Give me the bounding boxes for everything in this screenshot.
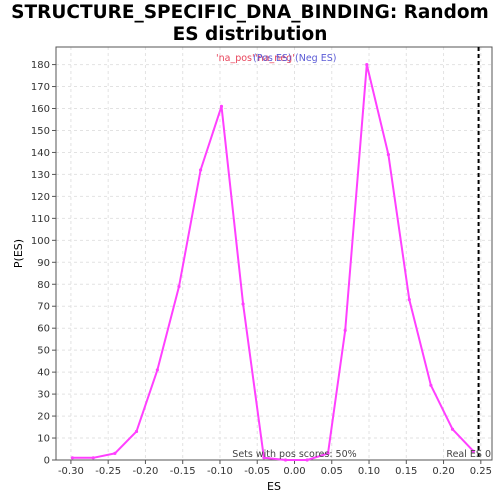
- data-point: [326, 451, 330, 456]
- x-tick-label: -0.10: [207, 466, 233, 477]
- x-tick-label: 0.00: [283, 466, 305, 477]
- y-tick-label: 20: [37, 412, 50, 423]
- data-point: [134, 429, 139, 434]
- y-tick-label: 50: [37, 346, 50, 357]
- x-tick-label: 0.20: [432, 466, 454, 477]
- y-tick-label: 160: [31, 104, 50, 115]
- y-tick-label: 170: [31, 82, 50, 93]
- y-axis-label: P(ES): [12, 239, 25, 268]
- annotations: Real ES 0 Sets with pos scores: 50%: [232, 47, 491, 460]
- y-tick-label: 70: [37, 302, 50, 313]
- data-point: [91, 456, 95, 460]
- data-point: [262, 456, 266, 460]
- legend: 'na_pos''na_neg'(Pos ES) (Neg ES): [216, 53, 336, 64]
- y-tick-label: 140: [31, 148, 50, 159]
- x-tick-label: -0.25: [95, 466, 121, 477]
- x-tick-label: 0.05: [321, 466, 343, 477]
- x-tick-label: -0.20: [132, 466, 158, 477]
- data-point: [177, 284, 181, 289]
- y-tick-label: 40: [37, 368, 50, 379]
- legend-entry: (Pos ES): [253, 53, 292, 64]
- x-axis-label: ES: [267, 480, 281, 493]
- data-point: [198, 168, 203, 172]
- y-tick-label: 90: [37, 258, 50, 269]
- plot-frame: [55, 46, 493, 461]
- data-point: [407, 298, 411, 302]
- data-point: [450, 427, 455, 431]
- y-tick-label: 110: [31, 214, 50, 225]
- real-es-label: Real ES 0: [446, 449, 491, 460]
- data-point: [386, 153, 391, 157]
- y-tick-label: 80: [37, 280, 50, 291]
- pos-scores-note: Sets with pos scores: 50%: [232, 449, 356, 460]
- data-point: [343, 328, 347, 332]
- data-point: [365, 62, 369, 67]
- y-tick-label: 30: [37, 390, 50, 401]
- data-point: [155, 368, 159, 372]
- y-tick-label: 120: [31, 192, 50, 203]
- legend-entry: 'na_pos': [216, 53, 255, 64]
- series-line: [72, 63, 475, 461]
- y-tick-label: 0: [44, 456, 50, 467]
- chart-title: STRUCTURE_SPECIFIC_DNA_BINDING: Random E…: [11, 2, 489, 45]
- data-point: [283, 458, 288, 462]
- series-layer: [70, 62, 475, 462]
- grid-layer: [56, 47, 492, 461]
- x-tick-label: -0.15: [170, 466, 196, 477]
- data-point: [113, 451, 117, 456]
- x-tick-label: 0.15: [395, 466, 417, 477]
- y-tick-label: 180: [31, 60, 50, 71]
- y-tick-label: 130: [31, 170, 50, 181]
- x-tick-label: 0.10: [358, 466, 380, 477]
- data-point: [241, 302, 245, 306]
- y-tick-label: 60: [37, 324, 50, 335]
- ticks-layer: -0.30 -0.25 -0.20 -0.15 -0.10 -0.05 0.00 0.05 0.…: [31, 60, 492, 477]
- y-tick-label: 100: [31, 236, 50, 247]
- data-point: [429, 383, 433, 387]
- x-tick-label: -0.05: [244, 466, 270, 477]
- data-point: [70, 456, 74, 460]
- y-tick-label: 10: [37, 434, 50, 445]
- y-tick-label: 150: [31, 126, 50, 137]
- legend-entry: (Neg ES): [295, 53, 336, 64]
- data-point: [471, 449, 475, 453]
- x-tick-label: -0.30: [58, 466, 84, 477]
- legend-entry: 'na_neg': [255, 53, 295, 64]
- data-point: [305, 458, 309, 462]
- data-point: [219, 104, 224, 108]
- x-tick-label: 0.25: [470, 466, 492, 477]
